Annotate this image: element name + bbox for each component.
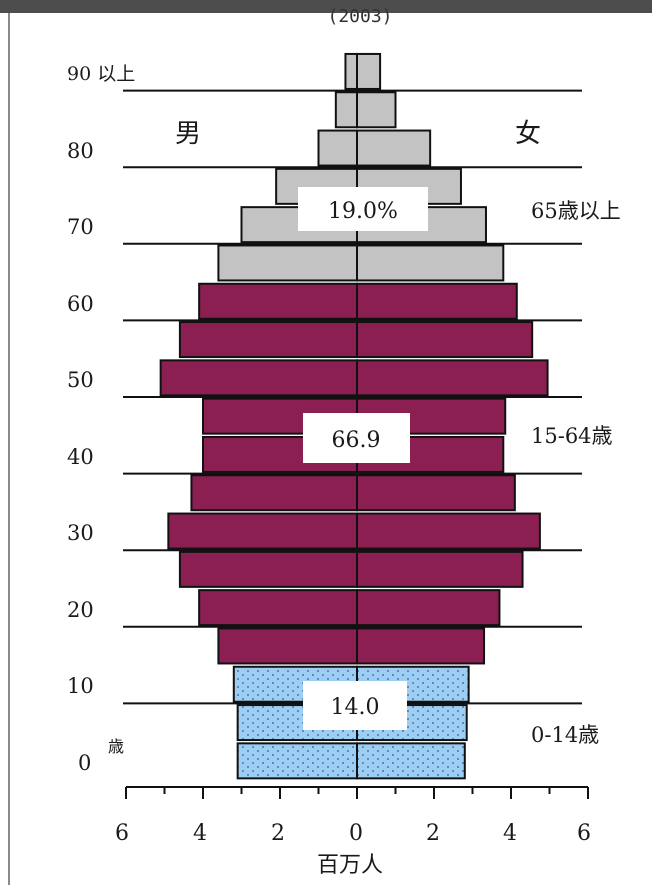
bar-male-age-50 (159, 359, 358, 397)
bar-female-age-35 (356, 474, 516, 512)
y-tick-70: 70 (67, 215, 94, 239)
share-box-65-plus (298, 187, 428, 231)
bar-male-age-25 (178, 550, 358, 588)
bar-female-age-25 (356, 550, 524, 588)
bar-male-age-0 (236, 742, 358, 780)
y-unit-label: 歳 (108, 737, 124, 756)
y-tick-40: 40 (67, 445, 94, 469)
bar-female-age-0 (356, 742, 466, 780)
group-label-65-plus: 65歳以上 (531, 199, 621, 223)
group-label-0-14: 0-14歳 (531, 723, 599, 747)
bar-male-age-80 (317, 129, 358, 167)
bar-female-age-15 (356, 627, 486, 665)
share-65-plus: 19.0% (328, 199, 398, 224)
bar-female-age-55 (356, 321, 534, 359)
bar-female-age-20 (356, 589, 501, 627)
y-tick-labels: 0 10 20 30 40 50 60 70 80 90 以上 歳 (67, 63, 135, 775)
x-tick-label-left-2: 2 (271, 821, 285, 846)
x-tick-labels: 6 4 2 0 2 4 6 (115, 821, 591, 846)
bar-male-age-30 (167, 512, 358, 550)
x-tick-label-right-6: 6 (577, 821, 591, 846)
bar-male-age-65 (217, 244, 358, 282)
y-tick-30: 30 (67, 521, 94, 545)
x-tick-label-right-2: 2 (426, 821, 440, 846)
bar-female-age-30 (356, 512, 541, 550)
bar-male-age-60 (198, 282, 358, 320)
bar-male-age-85 (334, 91, 359, 129)
share-15-64: 66.9 (332, 428, 381, 453)
bar-male-age-15 (217, 627, 358, 665)
bar-female-age-80 (356, 129, 432, 167)
x-tick-label-0: 0 (349, 821, 363, 846)
left-rule (8, 13, 10, 885)
y-tick-0: 0 (78, 751, 91, 775)
bar-male-age-55 (178, 321, 358, 359)
share-box-0-14 (303, 681, 407, 730)
age-gridlines (123, 89, 582, 705)
bar-female-age-85 (356, 91, 397, 129)
female-label: 女 (515, 119, 541, 149)
y-tick-20: 20 (67, 598, 94, 622)
male-label: 男 (175, 119, 201, 149)
x-tick-label-left-6: 6 (115, 821, 129, 846)
group-label-15-64: 15-64歳 (531, 424, 613, 448)
year-label: (2003) (327, 6, 393, 27)
x-tick-label-right-4: 4 (503, 821, 517, 846)
bar-female-age-65 (356, 244, 505, 282)
x-axis-title: 百万人 (317, 853, 383, 878)
bar-male-age-35 (190, 474, 358, 512)
share-box-15-64 (303, 413, 410, 463)
y-tick-80: 80 (67, 139, 94, 163)
y-top-group-label: 90 以上 (67, 63, 135, 85)
share-0-14: 14.0 (331, 695, 380, 720)
bar-male-age-20 (198, 589, 358, 627)
bar-female-age-60 (356, 282, 518, 320)
bar-female-age-90 (356, 52, 382, 90)
y-tick-10: 10 (67, 674, 94, 698)
y-tick-50: 50 (67, 368, 94, 392)
x-axis-ticks (125, 787, 589, 799)
x-tick-label-left-4: 4 (193, 821, 207, 846)
window-top-bar (0, 0, 652, 13)
y-tick-60: 60 (67, 292, 94, 316)
bar-male-age-90 (344, 52, 359, 90)
bar-female-age-50 (356, 359, 549, 397)
